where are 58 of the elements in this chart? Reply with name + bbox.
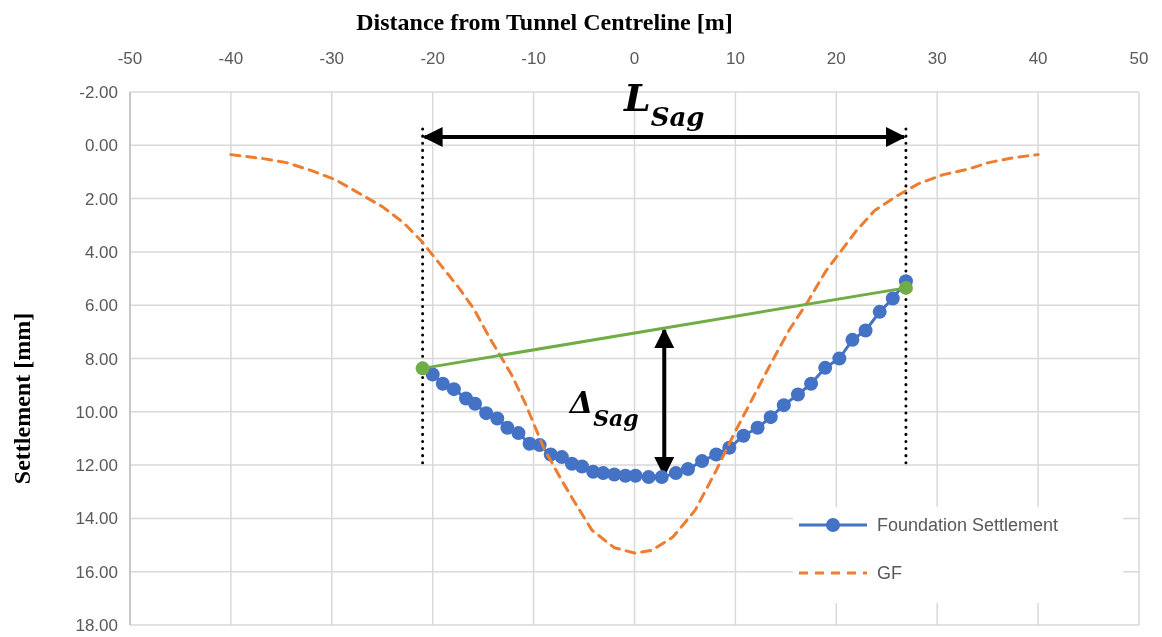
point	[695, 454, 710, 469]
x-tick-label: 10	[725, 49, 745, 68]
point	[435, 376, 450, 391]
point	[750, 420, 765, 435]
point	[885, 291, 900, 306]
annotation: L$_{Sag}$	[623, 75, 705, 132]
point	[446, 382, 461, 397]
x-tick-label: -30	[319, 49, 345, 68]
y-tick-label: -2.00	[79, 83, 118, 102]
x-tick-label: 40	[1028, 49, 1048, 68]
legend-label: Foundation Settlement	[877, 515, 1059, 535]
point	[845, 332, 860, 347]
point	[500, 420, 515, 435]
x-tick-label: 20	[826, 49, 846, 68]
y-tick-label: 8.00	[84, 349, 118, 369]
point	[554, 450, 569, 465]
y-tick-label: 16.00	[75, 562, 118, 582]
point	[575, 459, 590, 474]
y-tick-label: 6.00	[84, 296, 118, 316]
point	[654, 470, 669, 485]
point	[511, 426, 526, 441]
y-tick-label: 0.00	[84, 136, 118, 156]
y-tick-label: 12.00	[75, 456, 118, 476]
x-tick-label: 30	[927, 49, 947, 68]
x-tick-label: 50	[1129, 49, 1149, 68]
x-tick-label: -40	[218, 49, 244, 68]
y-tick-label: 18.00	[75, 616, 118, 635]
point	[818, 360, 833, 375]
y-tick-label: 2.00	[84, 189, 118, 209]
x-tick-label: 0	[629, 49, 640, 68]
point	[804, 376, 819, 391]
y-tick-label: 4.00	[84, 242, 118, 262]
point	[628, 468, 643, 483]
point	[736, 428, 751, 443]
point	[832, 351, 847, 366]
point	[490, 411, 505, 426]
x-tick-label: -10	[521, 49, 546, 68]
point	[641, 470, 656, 485]
y-tick-label: 14.00	[75, 509, 118, 529]
point	[680, 462, 695, 477]
point	[709, 447, 724, 462]
x-tick-label: -50	[117, 49, 143, 68]
y-tick-label: 10.00	[75, 402, 118, 422]
y-axis-title: Settlement [mm]	[9, 312, 35, 485]
annotation: Δ$_{Sag}$	[567, 384, 639, 431]
point	[763, 410, 778, 425]
legend-label: GF	[877, 563, 902, 583]
point	[468, 396, 483, 411]
point	[479, 406, 494, 421]
x-tick-label: -20	[420, 49, 445, 68]
point	[872, 304, 887, 319]
point	[790, 387, 805, 402]
point	[898, 280, 913, 295]
point	[415, 361, 430, 376]
point	[776, 398, 791, 413]
point	[668, 466, 683, 481]
point	[858, 323, 873, 338]
x-axis-title: Distance from Tunnel Centreline [m]	[356, 9, 733, 35]
